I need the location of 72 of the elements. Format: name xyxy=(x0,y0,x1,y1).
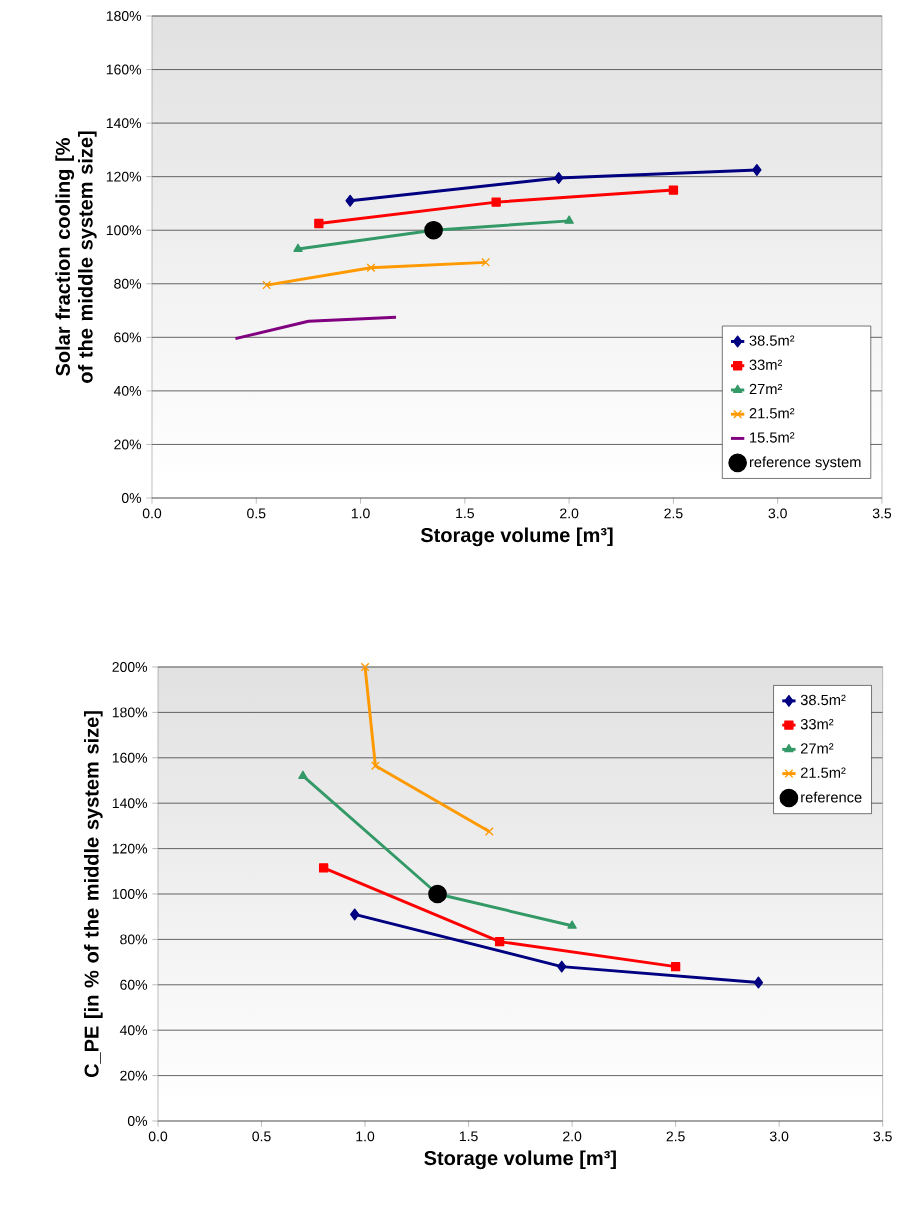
legend-label: 27m² xyxy=(800,743,834,754)
x-tick-label: 0.5 xyxy=(247,508,266,519)
point xyxy=(668,185,679,195)
y-tick-label: 40% xyxy=(113,385,142,396)
y-tick-label: 0% xyxy=(121,493,142,503)
y-tick-label: 100% xyxy=(112,889,148,899)
point xyxy=(370,761,380,771)
legend-label: 21.5m² xyxy=(800,767,846,778)
x-tick-label: 2.0 xyxy=(563,1131,582,1142)
x-tick-label: 2.5 xyxy=(664,508,683,519)
point xyxy=(752,163,762,176)
y-tick-label: 60% xyxy=(114,332,142,343)
point xyxy=(424,220,443,240)
x-tick-label: 3.5 xyxy=(873,1131,892,1142)
legend-label: 27m² xyxy=(749,383,783,395)
legend-label: 38.5m² xyxy=(749,335,795,346)
point xyxy=(554,172,564,184)
point xyxy=(314,218,324,229)
y-tick-label: 20% xyxy=(114,439,142,450)
legend-label: reference xyxy=(801,791,862,803)
point xyxy=(494,937,505,947)
x-tick-label: 0.0 xyxy=(142,508,162,519)
x-tick-label: 1.0 xyxy=(356,1131,375,1142)
x-axis-title: Storage volume [m³] xyxy=(420,527,613,547)
y-tick-label: 160% xyxy=(106,64,142,75)
y-tick-label: 160% xyxy=(112,752,148,763)
point xyxy=(318,863,329,873)
y-axis-title: C_PE [in % of the middle system size] xyxy=(83,711,103,1078)
y-tick-label: 180% xyxy=(112,707,148,718)
legend-label: 15.5m² xyxy=(750,432,795,443)
legend-label: 38.5m² xyxy=(800,694,846,706)
x-tick-label: 1.5 xyxy=(456,508,474,519)
legend-label: 33m² xyxy=(749,359,783,370)
y-axis-title: Solar fraction cooling [% of the middle system size] xyxy=(55,131,97,383)
y-tick-label: 120% xyxy=(112,843,148,854)
point xyxy=(262,280,272,290)
point xyxy=(366,263,376,273)
x-tick-label: 2.5 xyxy=(666,1131,685,1142)
x-axis-title: Storage volume [m³] xyxy=(424,1150,616,1170)
legend-label: reference system xyxy=(749,456,861,471)
y-tick-label: 40% xyxy=(119,1025,148,1036)
y-tick-label: 200% xyxy=(112,662,148,672)
y-tick-label: 0% xyxy=(127,1116,148,1126)
legend-label: 21.5m² xyxy=(749,408,795,419)
y-tick-label: 180% xyxy=(106,11,142,21)
point xyxy=(670,961,681,972)
x-tick-label: 2.0 xyxy=(560,508,579,519)
point xyxy=(350,908,360,921)
y-tick-label: 20% xyxy=(120,1070,148,1081)
point xyxy=(491,197,501,207)
y-tick-label: 120% xyxy=(106,171,142,182)
point xyxy=(481,257,491,267)
y-tick-label: 80% xyxy=(114,278,142,289)
x-tick-label: 3.5 xyxy=(872,508,892,519)
y-tick-label: 80% xyxy=(120,934,148,945)
x-tick-label: 1.5 xyxy=(459,1131,478,1142)
x-tick-label: 1.0 xyxy=(351,508,370,519)
x-tick-label: 3.0 xyxy=(769,1131,789,1142)
point xyxy=(345,194,355,207)
point xyxy=(360,662,370,672)
y-tick-label: 100% xyxy=(106,225,142,236)
y-tick-label: 140% xyxy=(106,118,142,129)
point xyxy=(557,960,567,973)
point xyxy=(753,976,764,989)
x-tick-label: 0.5 xyxy=(252,1131,271,1142)
y-tick-label: 140% xyxy=(112,798,148,809)
x-tick-label: 3.0 xyxy=(768,508,787,519)
point xyxy=(428,884,447,904)
legend-label: 33m² xyxy=(800,719,834,730)
y-tick-label: 60% xyxy=(120,979,148,990)
x-tick-label: 0.0 xyxy=(148,1131,168,1142)
point xyxy=(484,827,494,837)
